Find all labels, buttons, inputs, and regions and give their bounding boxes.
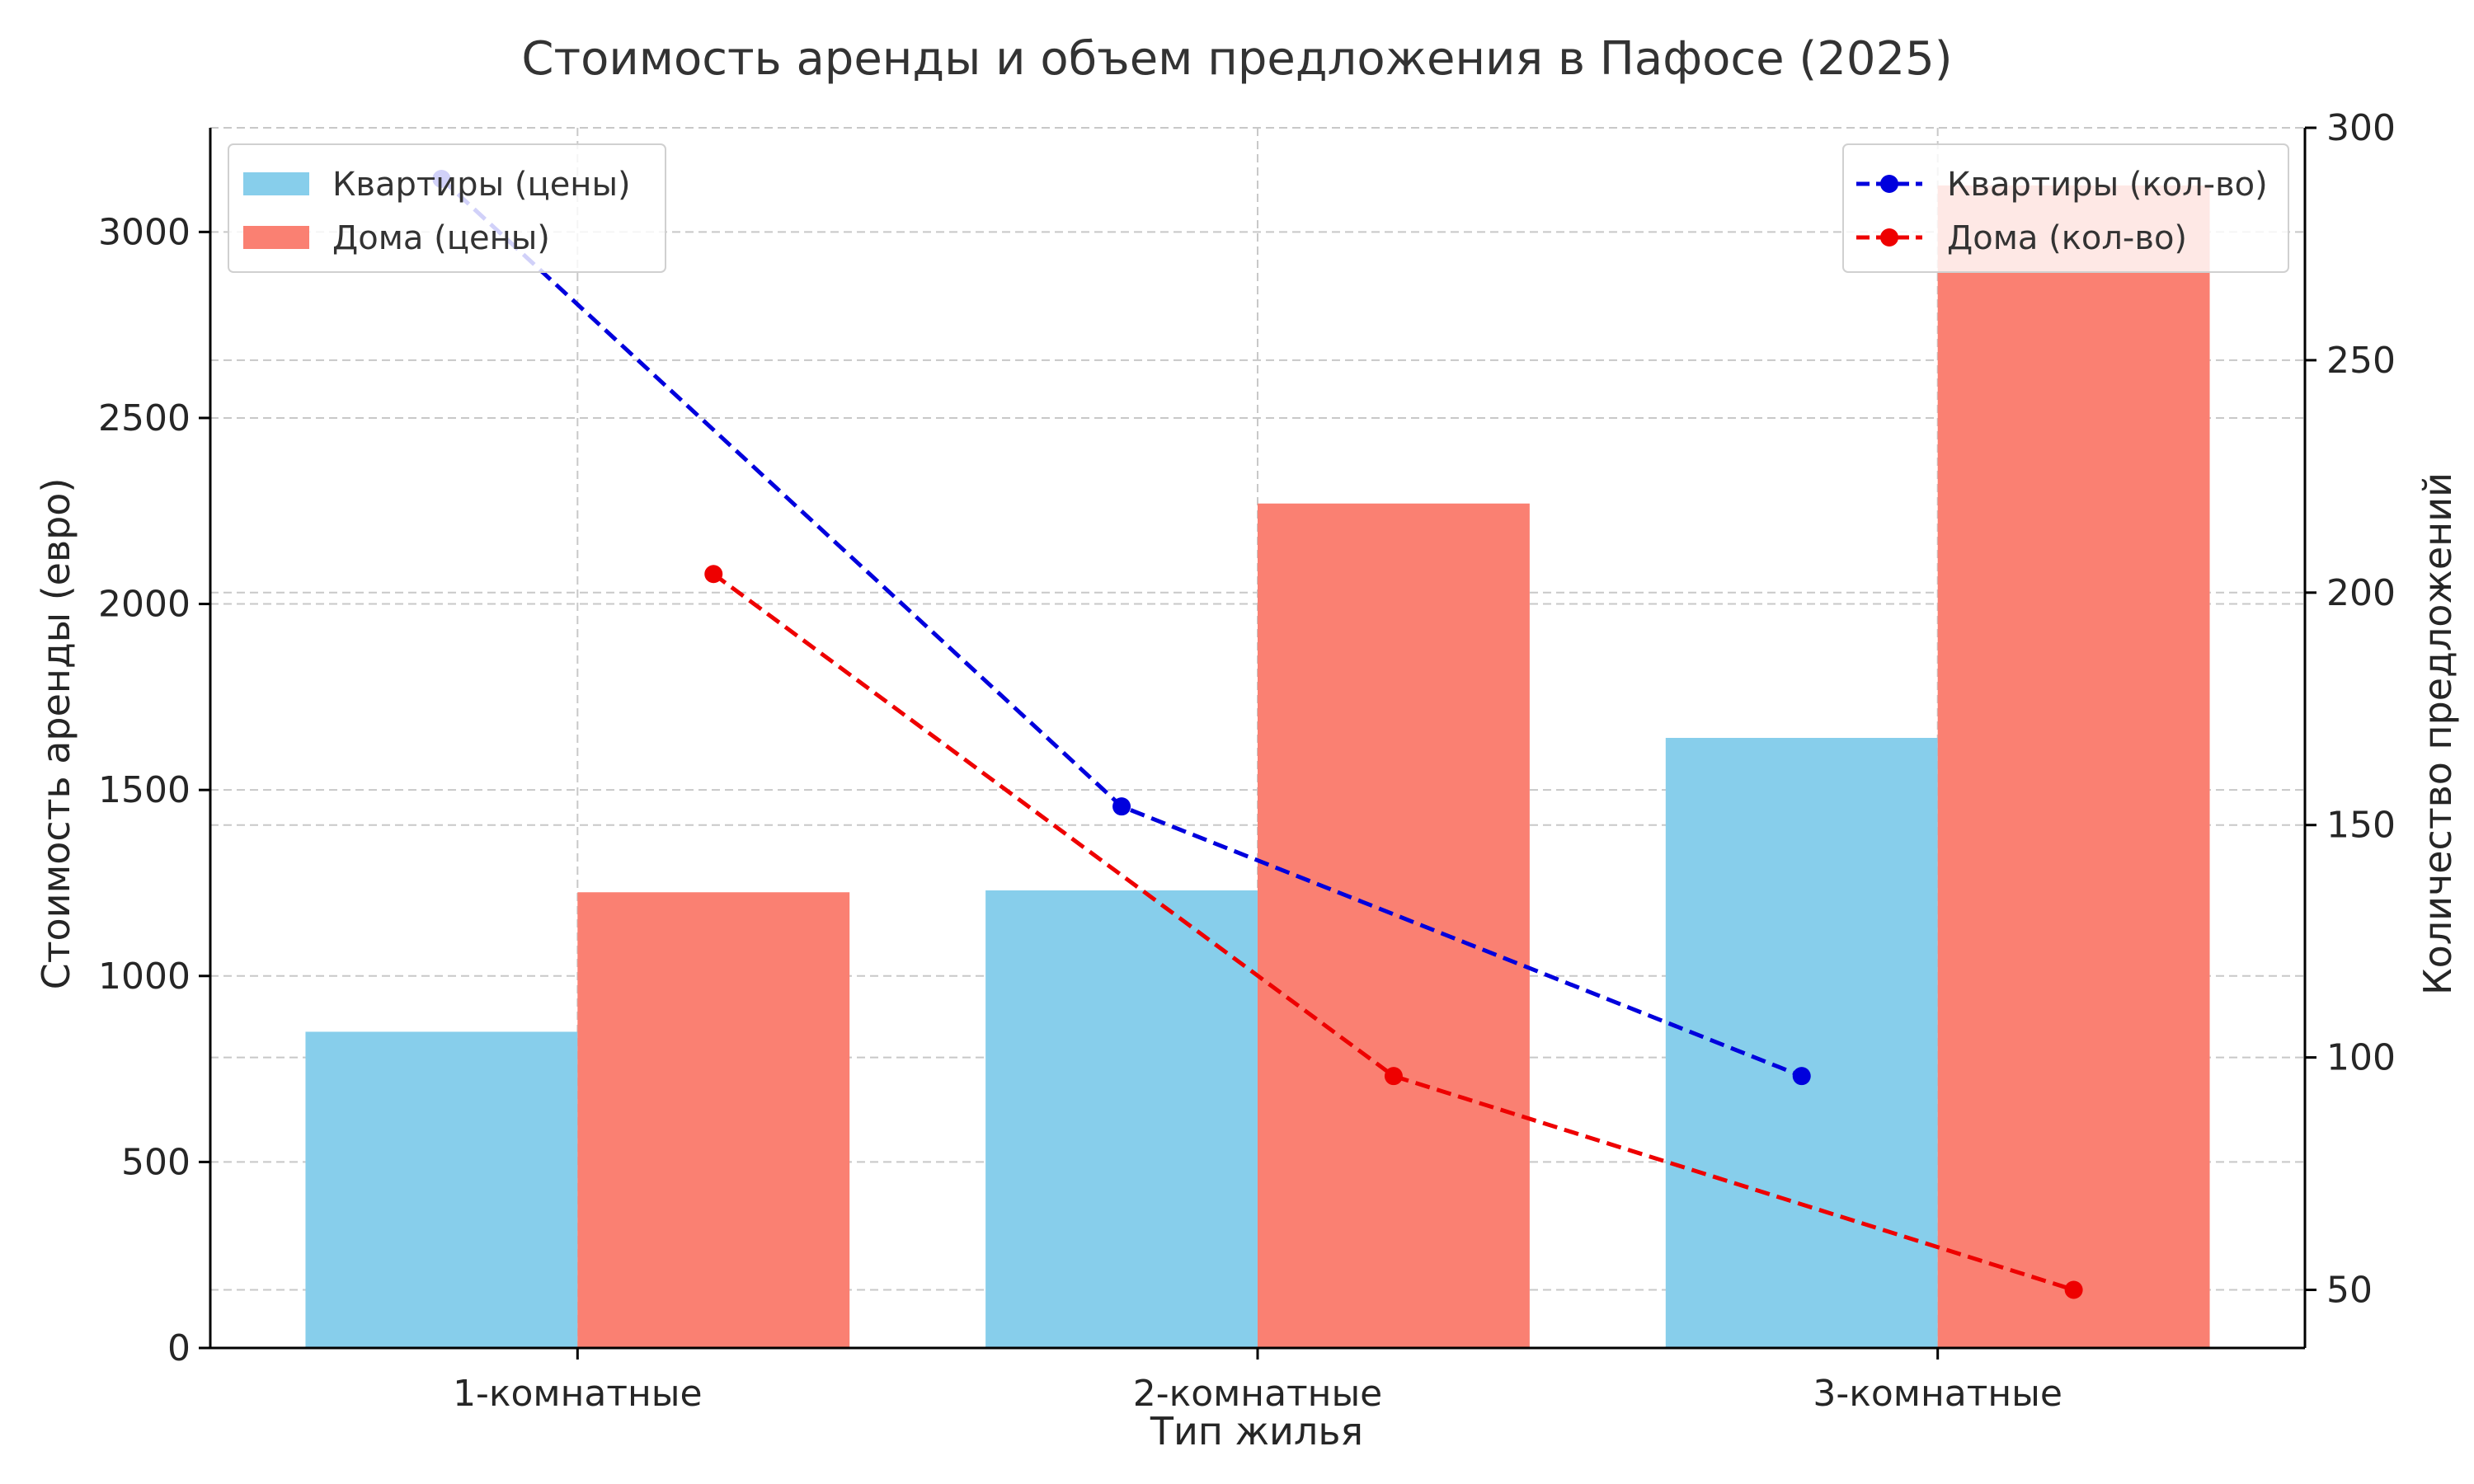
line-houses-count [712,572,2075,1292]
y2-axis-ticks: 50 100 150 200 250 300 [2305,107,2396,1312]
y2-axis-title: Количество предложений [2415,472,2460,995]
y2-tick-label: 150 [2326,805,2396,847]
x-axis-title: Тип жилья [1150,1409,1363,1453]
chart-title: Стоимость аренды и объем предложения в П… [521,32,1952,86]
x-axis-ticks: 1-комнатные 2-комнатные 3-комнатные [453,1348,2062,1415]
point-apartments-2 [1112,797,1131,816]
bar-houses-3 [1937,185,2210,1349]
legend-counts: Квартиры (кол-во) Дома (кол-во) [1842,143,2289,273]
x-tick-label: 3-комнатные [1813,1373,2062,1415]
y-axis-title: Стоимость аренды (евро) [34,478,78,990]
bar-apartments-1 [305,1031,578,1348]
y2-tick-label: 50 [2326,1270,2373,1312]
bar-series [305,185,2210,1349]
y-tick-label: 2000 [98,584,190,626]
x-tick-label: 1-комнатные [453,1373,703,1415]
bar-houses-1 [577,892,850,1348]
y-tick-label: 0 [167,1327,190,1369]
y-tick-label: 1500 [98,769,190,811]
y-tick-label: 3000 [98,211,190,253]
x-tick-label: 2-комнатные [1133,1373,1383,1415]
bar-apartments-3 [1665,738,1938,1348]
y-tick-label: 500 [121,1141,190,1183]
point-houses-1 [704,565,723,584]
legend-swatch [243,226,309,249]
point-apartments-3 [1792,1067,1811,1086]
legend-label: Квартиры (цены) [332,166,631,204]
legend-prices: Квартиры (цены) Дома (цены) [228,143,666,273]
line-series [432,170,2083,1299]
bar-apartments-2 [985,890,1258,1348]
y-tick-label: 2500 [98,397,190,439]
y2-tick-label: 200 [2326,572,2396,614]
legend-swatch [243,172,309,195]
legend-box [1842,143,2289,273]
legend-label: Квартиры (кол-во) [1947,166,2268,204]
legend-label: Дома (кол-во) [1947,219,2187,257]
y-tick-label: 1000 [98,956,190,998]
y2-tick-label: 300 [2326,107,2396,149]
legend-label: Дома (цены) [332,219,550,257]
legend-box [228,143,666,273]
y2-tick-label: 100 [2326,1037,2396,1079]
legend-marker [1880,228,1898,247]
point-houses-3 [2064,1280,2083,1299]
y-axis-ticks: 0 500 1000 1500 2000 2500 3000 [98,211,210,1369]
bar-houses-2 [1258,503,1530,1348]
legend-marker [1880,175,1898,193]
point-houses-2 [1384,1067,1403,1086]
y2-tick-label: 250 [2326,340,2396,382]
